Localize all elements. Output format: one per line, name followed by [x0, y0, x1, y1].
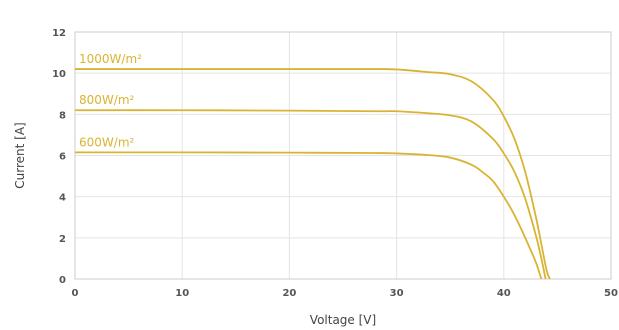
series-line: [74, 68, 551, 280]
x-tick-label: 40: [497, 288, 511, 299]
y-tick-label: 6: [59, 152, 66, 163]
series-label: 600W/m²: [79, 135, 135, 149]
y-tick-label: 8: [59, 110, 66, 121]
x-tick-label: 50: [604, 288, 618, 299]
x-tick-label: 10: [175, 288, 189, 299]
y-tick-label: 4: [59, 193, 66, 204]
plot-frame: [74, 31, 612, 280]
x-axis-ticks: 0 10 20 30 40 50: [72, 288, 618, 299]
y-tick-label: 0: [59, 275, 66, 286]
x-tick-label: 0: [72, 288, 79, 299]
y-axis-ticks: 0 2 4 6 8 10 12: [52, 28, 66, 286]
series-lines: [74, 68, 551, 280]
series-labels: 1000W/m² 800W/m² 600W/m²: [79, 52, 142, 149]
series-label: 1000W/m²: [79, 52, 142, 66]
series-label: 800W/m²: [79, 93, 135, 107]
y-tick-label: 2: [59, 234, 66, 245]
y-tick-label: 10: [52, 69, 66, 80]
x-axis-label: Voltage [V]: [310, 313, 376, 327]
y-tick-label: 12: [52, 28, 66, 39]
y-axis-label: Current [A]: [13, 122, 27, 188]
series-line: [74, 109, 547, 280]
x-tick-label: 20: [282, 288, 296, 299]
series-line: [74, 151, 543, 280]
x-tick-label: 30: [390, 288, 404, 299]
